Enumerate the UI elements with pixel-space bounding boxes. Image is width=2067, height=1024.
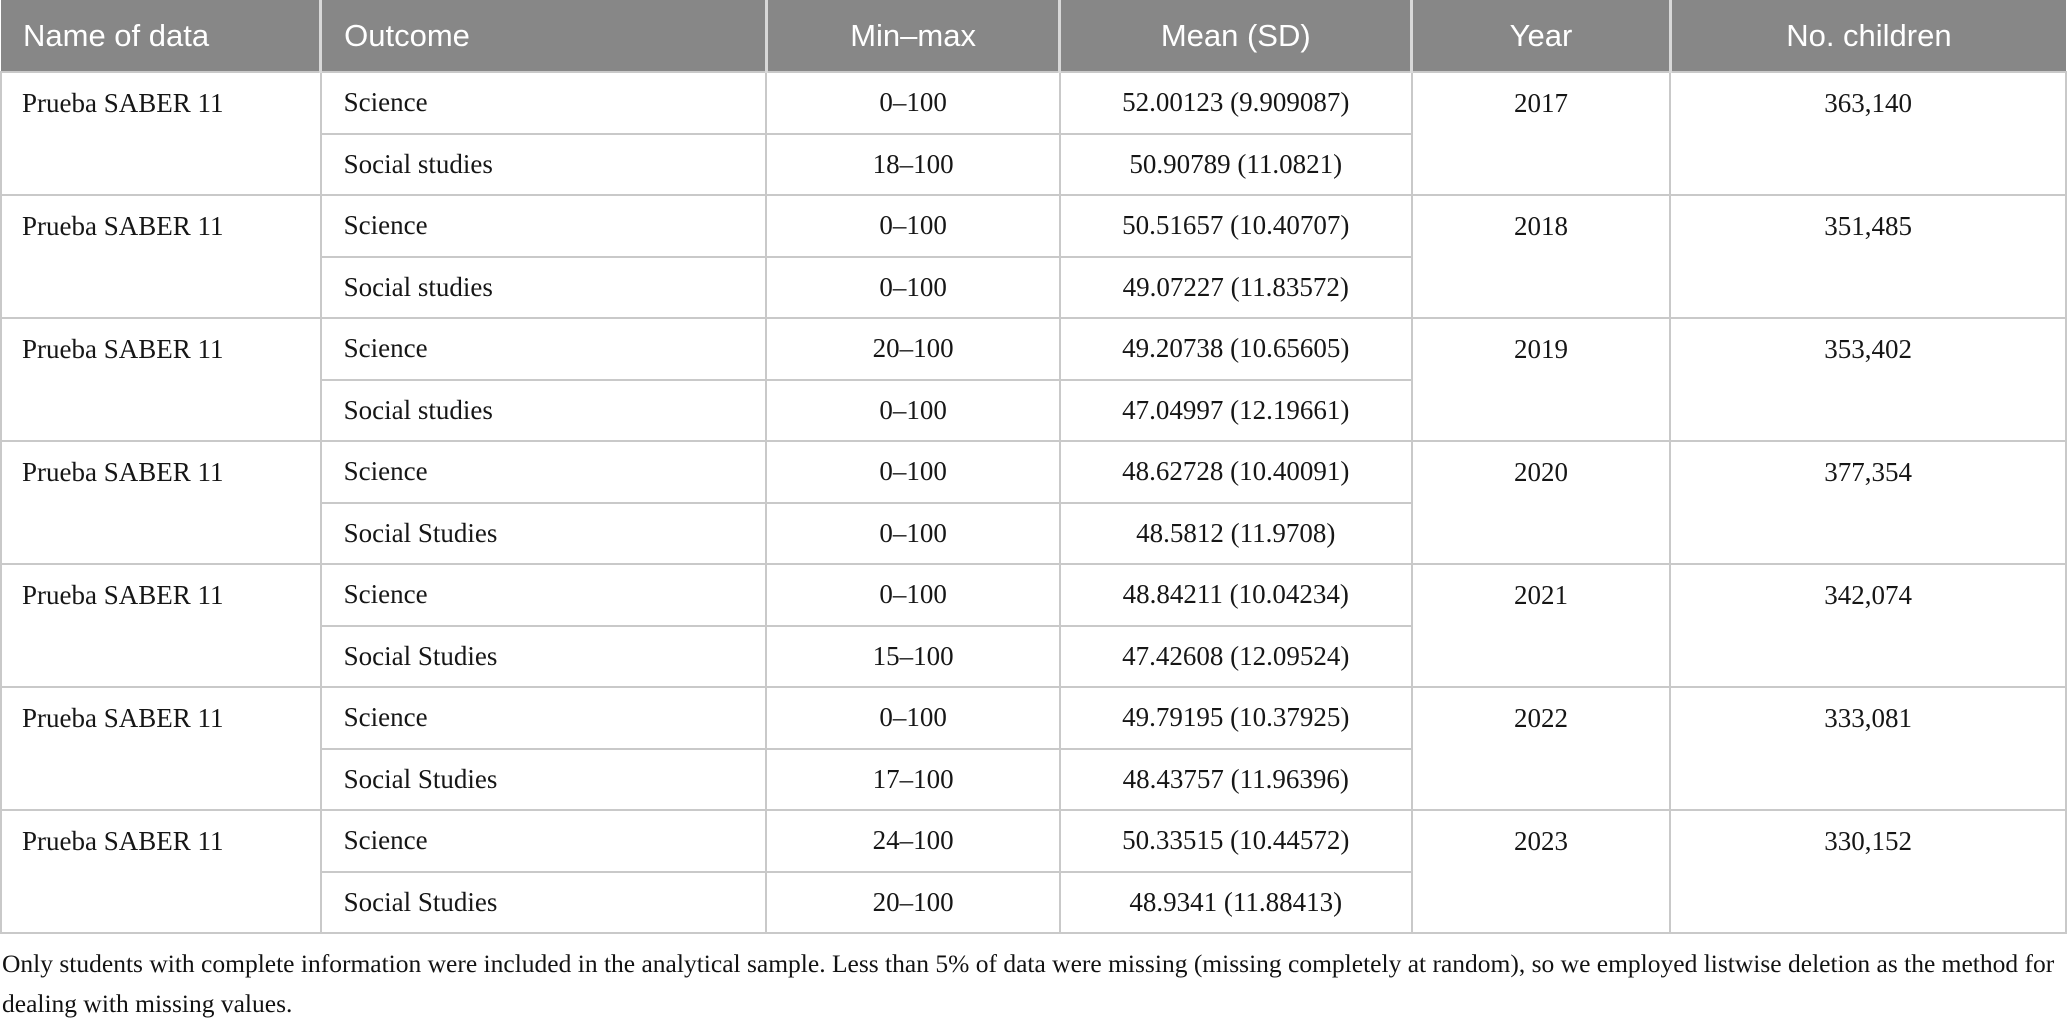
cell-outcome: Social studies <box>319 378 768 442</box>
cell-outcome: Science <box>319 71 768 135</box>
header-row: Name of data Outcome Min–max Mean (SD) Y… <box>1 0 2066 72</box>
cell-min-max: 0–100 <box>765 501 1061 565</box>
cell-mean-sd: 49.07227 (11.83572) <box>1058 255 1413 319</box>
cell-min-max: 0–100 <box>765 440 1061 504</box>
table-row: Social studies 0–100 49.07227 (11.83572) <box>1 255 2066 319</box>
cell-outcome: Social Studies <box>319 624 768 688</box>
col-header-year: Year <box>1410 0 1671 72</box>
table-row: Prueba SABER 11 Science 20–100 49.20738 (10… <box>0 317 2067 442</box>
cell-mean-sd: 50.33515 (10.44572) <box>1058 809 1413 873</box>
cell-name-of-data: Prueba SABER 11 <box>0 71 322 196</box>
cell-mean-sd: 49.79195 (10.37925) <box>1058 686 1413 750</box>
cell-min-max: 0–100 <box>765 71 1061 135</box>
cell-mean-sd: 50.51657 (10.40707) <box>1058 194 1413 258</box>
cell-min-max: 0–100 <box>765 686 1061 750</box>
cell-mean-sd: 52.00123 (9.909087) <box>1058 71 1413 135</box>
cell-no-children: 333,081 <box>1669 686 2067 811</box>
cell-name-of-data: Prueba SABER 11 <box>0 194 322 319</box>
cell-name-of-data: Prueba SABER 11 <box>0 686 322 811</box>
cell-mean-sd: 49.20738 (10.65605) <box>1058 317 1413 381</box>
cell-name-of-data: Prueba SABER 11 <box>0 563 322 688</box>
cell-min-max: 20–100 <box>765 870 1061 934</box>
table-row: Social studies 0–100 47.04997 (12.19661) <box>1 378 2066 442</box>
cell-no-children: 353,402 <box>1669 317 2067 442</box>
cell-name-of-data: Prueba SABER 11 <box>0 317 322 442</box>
table-row: Social Studies 20–100 48.9341 (11.88413) <box>1 870 2066 934</box>
cell-outcome: Science <box>319 440 768 504</box>
cell-no-children: 377,354 <box>1669 440 2067 565</box>
table-header: Name of data Outcome Min–max Mean (SD) Y… <box>1 0 2066 72</box>
table-footnote: Only students with complete information … <box>2 949 2055 1018</box>
table-row: Social studies 18–100 50.90789 (11.0821) <box>1 132 2066 196</box>
table-row: Social Studies 15–100 47.42608 (12.09524) <box>1 624 2066 688</box>
cell-min-max: 0–100 <box>765 563 1061 627</box>
descriptive-statistics-table: Name of data Outcome Min–max Mean (SD) Y… <box>0 0 2067 934</box>
cell-outcome: Social studies <box>319 132 768 196</box>
cell-mean-sd: 47.42608 (12.09524) <box>1058 624 1413 688</box>
cell-min-max: 0–100 <box>765 194 1061 258</box>
cell-year: 2019 <box>1410 317 1672 442</box>
cell-min-max: 0–100 <box>765 378 1061 442</box>
table-body: Prueba SABER 11 Science 0–100 52.00123 (9.9… <box>0 71 2067 934</box>
cell-year: 2017 <box>1410 71 1672 196</box>
col-header-min-max: Min–max <box>764 0 1060 72</box>
table-row: Prueba SABER 11 Science 0–100 48.62728 (10.… <box>0 440 2067 565</box>
table-row: Social Studies 0–100 48.5812 (11.9708) <box>1 501 2066 565</box>
cell-year: 2018 <box>1410 194 1672 319</box>
cell-name-of-data: Prueba SABER 11 <box>0 440 322 565</box>
col-header-outcome: Outcome <box>319 0 767 72</box>
table-row: Prueba SABER 11 Science 0–100 50.51657 (10.… <box>0 194 2067 319</box>
cell-mean-sd: 48.5812 (11.9708) <box>1058 501 1413 565</box>
cell-min-max: 24–100 <box>765 809 1061 873</box>
cell-outcome: Social Studies <box>319 870 768 934</box>
table-row: Prueba SABER 11 Science 0–100 49.79195 (10.… <box>0 686 2067 811</box>
cell-mean-sd: 50.90789 (11.0821) <box>1058 132 1413 196</box>
col-header-name-of-data: Name of data <box>1 0 321 72</box>
cell-year: 2020 <box>1410 440 1672 565</box>
cell-outcome: Social Studies <box>319 501 768 565</box>
table-row: Prueba SABER 11 Science 0–100 52.00123 (9.9… <box>0 71 2067 196</box>
cell-no-children: 330,152 <box>1669 809 2067 934</box>
cell-outcome: Social Studies <box>319 747 768 811</box>
table-row: Prueba SABER 11 Science 0–100 48.84211 (10.… <box>0 563 2067 688</box>
col-header-no-children: No. children <box>1668 0 2066 72</box>
cell-year: 2021 <box>1410 563 1672 688</box>
cell-no-children: 342,074 <box>1669 563 2067 688</box>
cell-outcome: Science <box>319 317 768 381</box>
table-row: Social Studies 17–100 48.43757 (11.96396) <box>1 747 2066 811</box>
cell-min-max: 17–100 <box>765 747 1061 811</box>
cell-mean-sd: 48.84211 (10.04234) <box>1058 563 1413 627</box>
cell-outcome: Science <box>319 194 768 258</box>
cell-mean-sd: 48.9341 (11.88413) <box>1058 870 1413 934</box>
table-row: Prueba SABER 11 Science 24–100 50.33515 (10… <box>0 809 2067 934</box>
cell-no-children: 351,485 <box>1669 194 2067 319</box>
cell-min-max: 20–100 <box>765 317 1061 381</box>
cell-min-max: 15–100 <box>765 624 1061 688</box>
cell-year: 2022 <box>1410 686 1672 811</box>
cell-outcome: Science <box>319 686 768 750</box>
cell-name-of-data: Prueba SABER 11 <box>0 809 322 934</box>
cell-min-max: 0–100 <box>765 255 1061 319</box>
cell-min-max: 18–100 <box>765 132 1061 196</box>
cell-outcome: Science <box>319 809 768 873</box>
cell-outcome: Science <box>319 563 768 627</box>
cell-mean-sd: 47.04997 (12.19661) <box>1058 378 1413 442</box>
col-header-mean-sd: Mean (SD) <box>1058 0 1412 72</box>
cell-no-children: 363,140 <box>1669 71 2067 196</box>
cell-mean-sd: 48.43757 (11.96396) <box>1058 747 1413 811</box>
cell-outcome: Social studies <box>319 255 768 319</box>
cell-mean-sd: 48.62728 (10.40091) <box>1058 440 1413 504</box>
cell-year: 2023 <box>1410 809 1672 934</box>
